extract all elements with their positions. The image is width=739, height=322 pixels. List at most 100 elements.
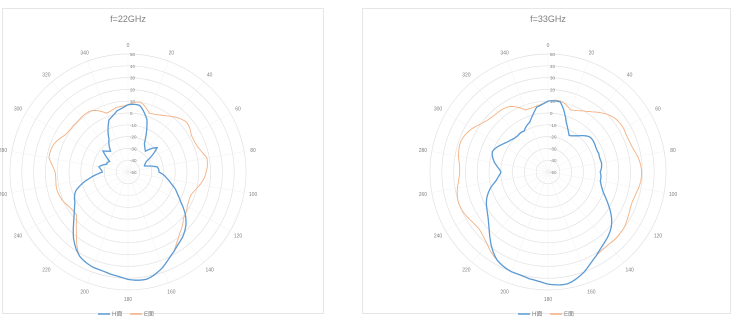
chart-panel-22ghz: f=22GHz 0 20 40 60 80 100 120 140 160 180 200 220 240…: [0, 0, 328, 322]
radial-tick-label: -10: [550, 123, 557, 128]
angular-gridline: [87, 171, 129, 283]
angle-tick-label: 220: [42, 267, 51, 273]
polar-chart-33ghz: f=33GHz 0 20 40 60 80 100 120 140 160 180 200 220 240…: [419, 14, 678, 318]
radial-tick-label: -30: [550, 146, 557, 151]
angle-tick-label: 260: [0, 192, 7, 198]
radial-tick-label: 50: [550, 52, 556, 57]
radial-tick-label: 0: [130, 111, 133, 116]
angular-gridline: [547, 171, 665, 193]
angle-tick-label: 160: [167, 289, 176, 295]
polar-chart-22ghz: f=22GHz020406080100120140160180200220240…: [0, 14, 258, 318]
angular-gridline: [51, 171, 129, 263]
radial-tick-label: -40: [130, 158, 137, 163]
angle-tick-label: 20: [589, 51, 595, 57]
angle-tick-label: 200: [80, 289, 89, 295]
angle-tick-label: 180: [124, 297, 133, 303]
angular-gridline: [51, 81, 129, 173]
series-line-h-plane: [485, 100, 613, 286]
radial-tick-label: -20: [130, 135, 137, 140]
radial-tick-label: -10: [130, 123, 137, 128]
radial-tick-label: -40: [550, 158, 557, 163]
chart-border: [2, 8, 324, 314]
legend-label: H面: [532, 311, 542, 318]
angular-gridline: [127, 112, 231, 173]
angular-gridline: [547, 61, 589, 173]
radial-tick-label: 10: [550, 99, 556, 104]
angular-gridline: [127, 171, 169, 283]
radial-tick-label: 0: [550, 111, 553, 116]
angle-tick-label: 180: [544, 297, 553, 303]
angular-gridline: [547, 81, 625, 173]
angular-gridline: [11, 151, 129, 173]
angular-gridline: [127, 171, 231, 232]
angular-gridline: [127, 151, 245, 173]
angular-gridline: [445, 112, 549, 173]
angular-gridline: [547, 151, 665, 173]
angular-gridline: [11, 171, 129, 193]
angle-tick-label: 320: [42, 73, 51, 79]
angular-gridline: [471, 171, 549, 263]
angular-gridline: [445, 171, 549, 232]
legend-label: E面: [564, 311, 574, 318]
angle-tick-label: 60: [235, 107, 241, 113]
angular-gridline: [127, 61, 169, 173]
radial-tick-label: 50: [130, 52, 136, 57]
angle-tick-label: 120: [654, 234, 663, 240]
chart-title: f=33GHz: [530, 14, 566, 24]
angle-tick-label: 300: [434, 107, 443, 113]
angle-tick-label: 340: [500, 51, 509, 57]
angular-gridline: [507, 61, 549, 173]
chart-border: [362, 8, 731, 314]
radial-tick-label: -30: [130, 146, 137, 151]
angle-tick-label: 80: [250, 148, 256, 154]
angular-gridline: [431, 151, 549, 173]
angle-tick-label: 280: [0, 148, 7, 154]
series-line-h-plane: [72, 103, 187, 281]
angular-gridline: [25, 112, 129, 173]
angular-gridline: [547, 171, 625, 263]
legend: H面 E面: [98, 311, 154, 318]
angle-tick-label: 20: [169, 51, 175, 57]
radial-tick-label: 20: [550, 87, 556, 92]
angular-gridline: [431, 171, 549, 193]
angle-tick-label: 0: [127, 43, 130, 49]
radial-tick-label: 30: [130, 76, 136, 81]
chart-title: f=22GHz: [110, 14, 146, 24]
angle-tick-label: 340: [80, 51, 89, 57]
angular-gridline: [25, 171, 129, 232]
radial-tick-label: -50: [550, 170, 557, 175]
angular-gridline: [127, 171, 205, 263]
angular-gridline: [87, 61, 129, 173]
radial-tick-label: 20: [130, 87, 136, 92]
angular-gridline: [547, 171, 651, 232]
angle-tick-label: 100: [249, 192, 258, 198]
angle-tick-label: 240: [434, 234, 443, 240]
radial-tick-label: 30: [550, 76, 556, 81]
angular-gridline: [127, 81, 205, 173]
angle-tick-label: 40: [207, 73, 213, 79]
angular-gridline: [507, 171, 549, 283]
angle-tick-label: 320: [462, 73, 471, 79]
legend-label: E面: [144, 311, 154, 318]
legend: H面 E面: [518, 311, 574, 318]
angle-tick-label: 260: [419, 192, 428, 198]
radial-tick-label: -50: [130, 170, 137, 175]
angle-tick-label: 220: [462, 267, 471, 273]
angle-tick-label: 100: [669, 192, 678, 198]
legend-label: H面: [112, 311, 122, 318]
angular-gridline: [547, 171, 589, 283]
angle-tick-label: 60: [655, 107, 661, 113]
angular-gridline: [547, 112, 651, 173]
angular-gridline: [471, 81, 549, 173]
angle-tick-label: 160: [587, 289, 596, 295]
angle-tick-label: 200: [500, 289, 509, 295]
angle-tick-label: 80: [670, 148, 676, 154]
radial-tick-label: 40: [550, 64, 556, 69]
angle-tick-label: 140: [205, 267, 214, 273]
angle-tick-label: 280: [419, 148, 428, 154]
angle-tick-label: 240: [14, 234, 23, 240]
radial-tick-label: 40: [130, 64, 136, 69]
angle-tick-label: 140: [625, 267, 634, 273]
angle-tick-label: 120: [234, 234, 243, 240]
angle-tick-label: 40: [627, 73, 633, 79]
